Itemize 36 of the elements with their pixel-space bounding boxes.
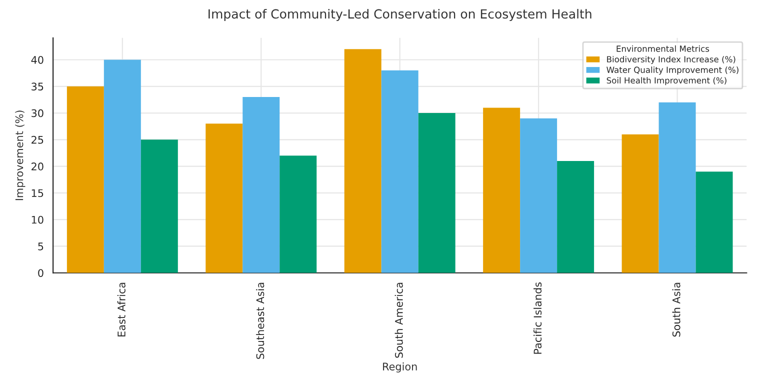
bar [557, 160, 594, 273]
bar [520, 118, 558, 273]
y-tick-label: 5 [38, 242, 44, 250]
bar [66, 86, 104, 273]
bar [104, 60, 141, 273]
x-tick-label: Southeast Asia [256, 282, 264, 359]
legend-label: Biodiversity Index Increase (%) [607, 56, 736, 64]
y-tick-label: 20 [32, 162, 44, 170]
y-axis-title: Improvement (%) [15, 110, 26, 200]
bar [344, 49, 382, 273]
y-tick-label: 15 [32, 189, 44, 198]
x-tick-label: East Africa [117, 282, 126, 336]
y-tick-label: 35 [32, 82, 44, 90]
bar [658, 102, 696, 273]
y-tick-label: 10 [32, 216, 44, 224]
x-tick-label: South America [394, 282, 403, 358]
y-tick-label: 40 [31, 56, 44, 64]
x-tick-label: Pacific Islands [534, 282, 542, 354]
legend-label: Water Quality Improvement (%) [606, 66, 738, 75]
chart-title: Impact of Community-Led Conservation on Ecosystem Health [208, 8, 592, 22]
bar [242, 97, 280, 273]
y-tick-label: 30 [32, 109, 44, 118]
y-tick-label: 25 [32, 136, 44, 144]
y-tick-label: 0 [38, 269, 44, 277]
bar [622, 134, 659, 273]
legend-label: Soil Health Improvement (%) [606, 77, 726, 86]
bar [696, 172, 733, 273]
bar [483, 108, 520, 273]
x-axis-title: Region [383, 362, 417, 372]
bar [418, 113, 456, 273]
bar [140, 140, 178, 273]
legend-title: Environmental Metrics [616, 45, 710, 52]
bar [280, 156, 317, 273]
bar [381, 70, 418, 273]
bar [206, 124, 243, 273]
x-tick-label: South Asia [672, 282, 680, 337]
